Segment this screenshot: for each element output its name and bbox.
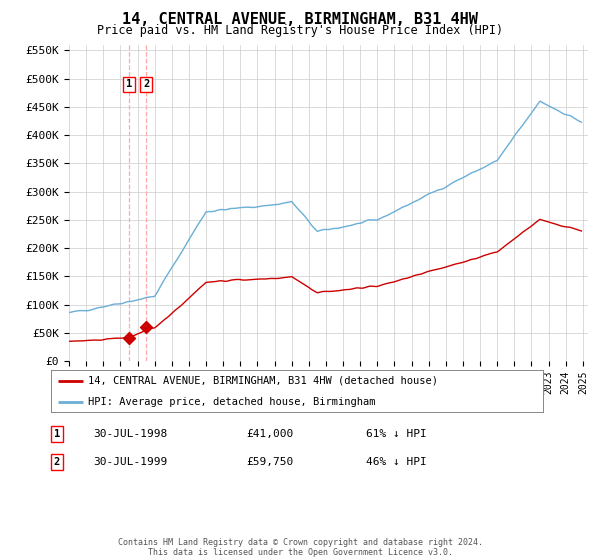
Text: 46% ↓ HPI: 46% ↓ HPI xyxy=(366,457,427,467)
Text: 1: 1 xyxy=(54,429,60,439)
Text: 61% ↓ HPI: 61% ↓ HPI xyxy=(366,429,427,439)
Text: £41,000: £41,000 xyxy=(246,429,293,439)
Text: 30-JUL-1998: 30-JUL-1998 xyxy=(93,429,167,439)
Text: Contains HM Land Registry data © Crown copyright and database right 2024.
This d: Contains HM Land Registry data © Crown c… xyxy=(118,538,482,557)
Text: 14, CENTRAL AVENUE, BIRMINGHAM, B31 4HW: 14, CENTRAL AVENUE, BIRMINGHAM, B31 4HW xyxy=(122,12,478,27)
Text: 2: 2 xyxy=(54,457,60,467)
Text: £59,750: £59,750 xyxy=(246,457,293,467)
Text: Price paid vs. HM Land Registry's House Price Index (HPI): Price paid vs. HM Land Registry's House … xyxy=(97,24,503,37)
Text: 14, CENTRAL AVENUE, BIRMINGHAM, B31 4HW (detached house): 14, CENTRAL AVENUE, BIRMINGHAM, B31 4HW … xyxy=(88,376,438,386)
Text: 30-JUL-1999: 30-JUL-1999 xyxy=(93,457,167,467)
Text: 2: 2 xyxy=(143,80,149,90)
Text: HPI: Average price, detached house, Birmingham: HPI: Average price, detached house, Birm… xyxy=(88,398,376,407)
Text: 1: 1 xyxy=(126,80,132,90)
